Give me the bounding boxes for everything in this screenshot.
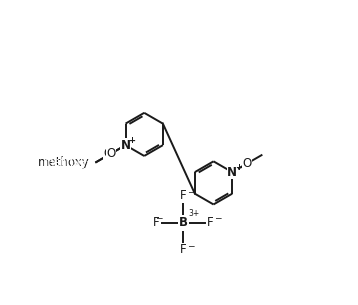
Text: N: N bbox=[121, 139, 131, 152]
Text: B: B bbox=[179, 217, 188, 229]
Text: F: F bbox=[180, 189, 187, 203]
Text: F: F bbox=[153, 217, 160, 229]
Text: +: + bbox=[235, 163, 242, 172]
Text: F: F bbox=[207, 217, 214, 229]
Text: 3+: 3+ bbox=[189, 209, 200, 218]
Text: O: O bbox=[103, 147, 112, 160]
Text: N: N bbox=[227, 166, 237, 179]
Text: −: − bbox=[187, 242, 195, 250]
Text: F: F bbox=[180, 243, 187, 257]
Text: methoxy: methoxy bbox=[38, 156, 90, 169]
Text: −: − bbox=[214, 213, 222, 222]
Text: −: − bbox=[187, 188, 195, 197]
Text: CH₃: CH₃ bbox=[70, 156, 92, 169]
Text: +: + bbox=[128, 136, 135, 145]
Text: −: − bbox=[155, 213, 163, 222]
Text: methyl_l: methyl_l bbox=[43, 156, 93, 169]
Text: O: O bbox=[242, 157, 251, 170]
Text: O: O bbox=[106, 147, 116, 160]
